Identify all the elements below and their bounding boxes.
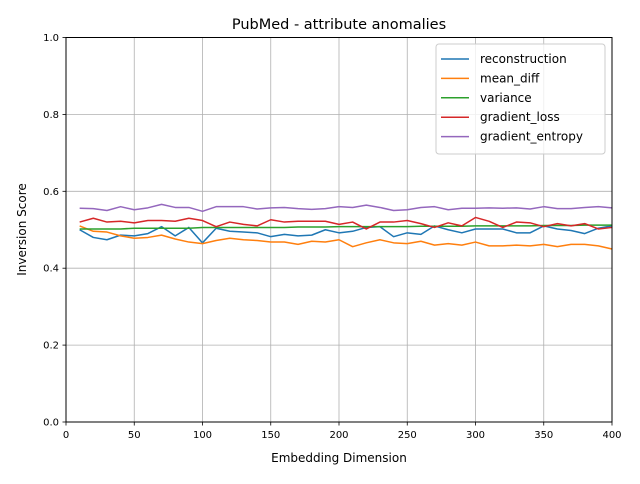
x-tick-label: 50 [128, 430, 141, 441]
y-tick-label: 0.6 [43, 187, 59, 198]
chart-title: PubMed - attribute anomalies [232, 17, 446, 33]
legend-entry-variance: variance [441, 91, 532, 105]
series-line-mean-diff [79, 225, 613, 250]
y-axis-label: Inversion Score [15, 183, 29, 276]
x-axis-ticks: 0 50 100 150 200 250 300 350 400 [63, 422, 622, 441]
legend-entry-reconstruction: reconstruction [441, 52, 567, 66]
x-tick-label: 300 [466, 430, 485, 441]
y-tick-label: 0.4 [43, 264, 59, 275]
series-line-variance [79, 224, 612, 230]
x-tick-label: 100 [193, 430, 212, 441]
series-line-gradient-loss [79, 216, 613, 230]
x-tick-label: 150 [261, 430, 280, 441]
legend-box [435, 43, 606, 155]
legend: reconstruction mean_diff variance gradient_… [435, 43, 606, 155]
x-axis-label: Embedding Dimension [271, 451, 407, 465]
legend-label: variance [480, 91, 532, 105]
y-tick-label: 0.8 [43, 110, 59, 121]
series-line-gradient-entropy [79, 203, 613, 213]
y-tick-label: 0.0 [43, 418, 59, 429]
series-line-reconstruction [79, 225, 613, 244]
x-tick-label: 400 [602, 430, 621, 441]
legend-label: reconstruction [480, 52, 567, 66]
legend-label: mean_diff [480, 71, 540, 85]
legend-entry-gradient-entropy: gradient_entropy [441, 130, 583, 144]
legend-label: gradient_entropy [480, 130, 583, 144]
y-axis-ticks: 0.0 0.2 0.4 0.6 0.8 1.0 [43, 33, 66, 429]
x-tick-label: 200 [329, 430, 348, 441]
legend-entry-gradient-loss: gradient_loss [441, 110, 560, 124]
series-lines [79, 203, 613, 250]
y-tick-label: 0.2 [43, 341, 59, 352]
legend-entry-mean-diff: mean_diff [441, 71, 540, 85]
y-tick-label: 1.0 [43, 33, 59, 44]
x-tick-label: 350 [534, 430, 553, 441]
legend-label: gradient_loss [480, 110, 560, 124]
x-tick-label: 250 [398, 430, 417, 441]
x-tick-label: 0 [63, 430, 69, 441]
